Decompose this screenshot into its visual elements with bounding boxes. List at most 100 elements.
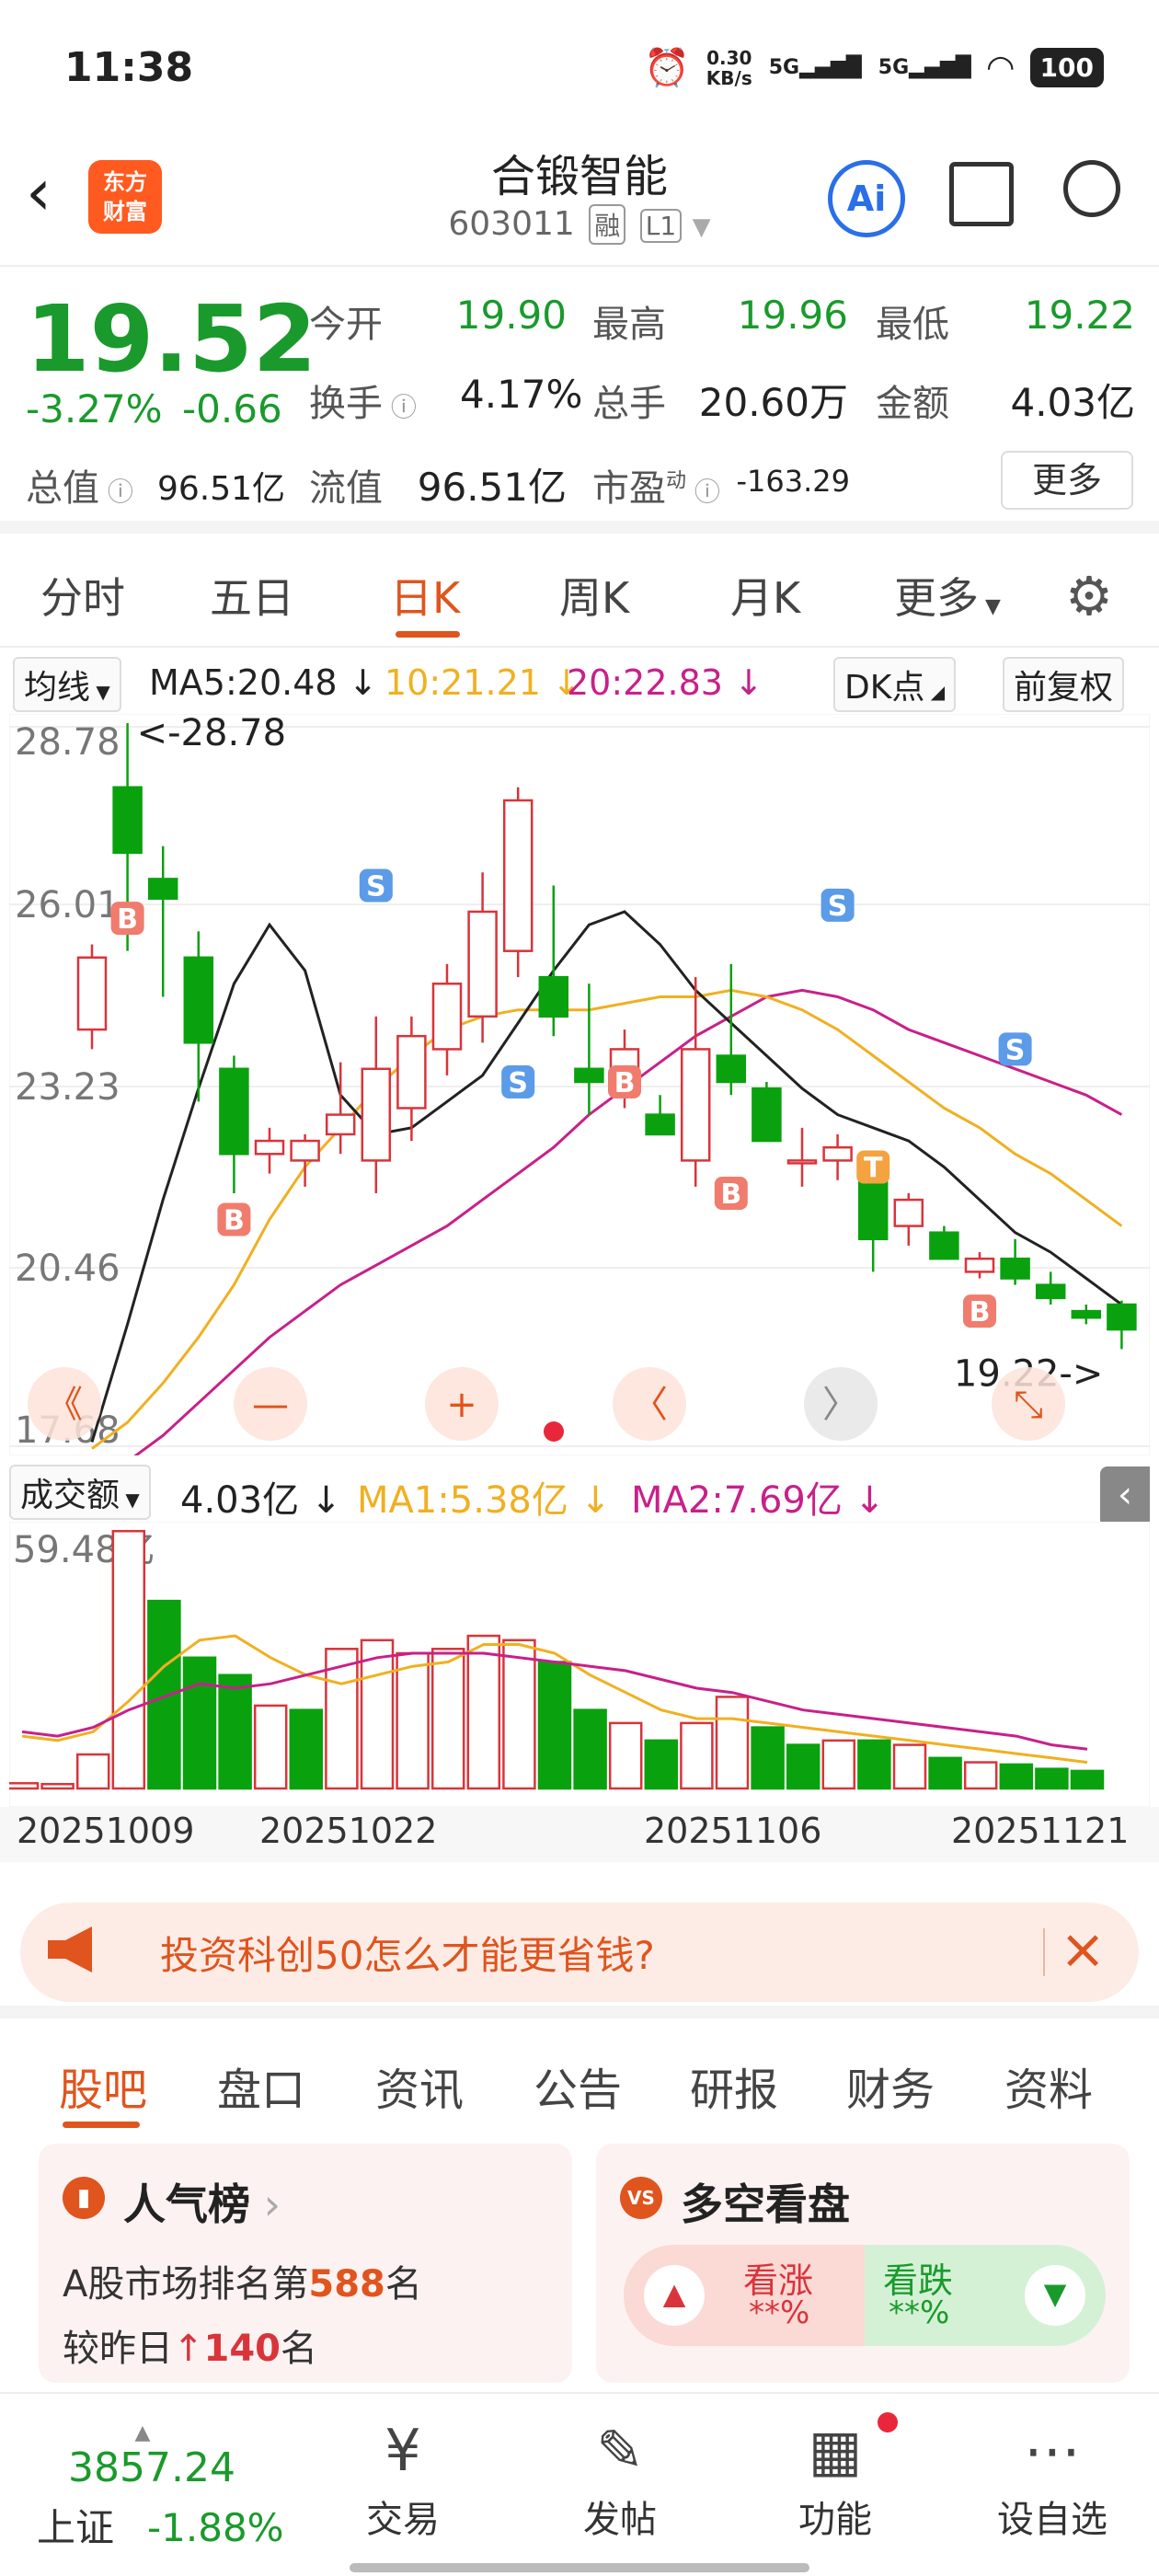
scroll-right-icon[interactable]: 〉	[804, 1367, 878, 1441]
volume-bar	[786, 1743, 820, 1790]
adjust-selector[interactable]: 前复权	[1003, 657, 1125, 712]
ma-type-selector[interactable]: 均线 ▼	[13, 657, 121, 712]
ad-divider	[1043, 1928, 1045, 1976]
volume-bar	[537, 1661, 572, 1790]
tab-daily-k[interactable]: 日K	[390, 573, 461, 623]
volume-bar	[289, 1708, 324, 1790]
turnover-value: 4.17%	[460, 372, 583, 417]
volume-bar	[75, 1753, 110, 1790]
info-icon: ⓘ	[383, 392, 417, 422]
signal-label: B	[970, 1296, 991, 1328]
share-icon[interactable]	[949, 162, 1014, 226]
ad-banner[interactable]: 投资科创50怎么才能更省钱? ×	[20, 1903, 1139, 2002]
nav-watchlist[interactable]: ⋯ 设自选	[970, 2412, 1135, 2543]
volume-bar	[963, 1761, 998, 1790]
dk-point-selector[interactable]: DK点 ◢	[833, 657, 957, 712]
kline-candle	[1035, 1271, 1066, 1305]
wifi-icon: ◠	[987, 49, 1014, 86]
nav-functions[interactable]: ▦ 功能	[752, 2412, 918, 2543]
tab-five-day[interactable]: 五日	[210, 573, 294, 623]
tab-forum[interactable]: 股吧	[59, 2064, 148, 2116]
nav-post[interactable]: ✎ 发帖	[537, 2412, 703, 2543]
close-icon[interactable]: ×	[1060, 1917, 1107, 1982]
volume-bar	[360, 1639, 395, 1790]
kline-candle	[1071, 1305, 1102, 1325]
signal-marker-b: B	[963, 1294, 996, 1328]
tab-profile[interactable]: 资料	[1004, 2064, 1094, 2116]
sentiment-card[interactable]: VS 多空看盘 ▲ 看涨 **% 看跌 **% ▼	[596, 2144, 1130, 2383]
tab-monthly-k[interactable]: 月K	[730, 573, 801, 623]
signal-marker-b: B	[217, 1202, 251, 1236]
pe-label[interactable]: 市盈动 ⓘ	[592, 467, 720, 510]
tab-intraday[interactable]: 分时	[40, 573, 125, 623]
float-label: 流值	[309, 467, 383, 510]
volume-bar	[502, 1639, 536, 1790]
more-button[interactable]: 更多	[1001, 451, 1133, 510]
tab-research[interactable]: 研报	[690, 2064, 779, 2116]
settings-gear-icon[interactable]: ⚙	[1065, 565, 1113, 627]
index-widget[interactable]: ▲ 3857.24 上证 -1.88%	[37, 2421, 304, 2553]
signal-marker-b: B	[714, 1177, 748, 1211]
stock-code: 603011	[448, 205, 575, 243]
bear-value: **%	[889, 2294, 950, 2331]
popularity-rank-line: A股市场排名第588名	[63, 2263, 422, 2306]
kline-candle	[964, 1252, 995, 1279]
search-icon[interactable]	[1063, 160, 1120, 217]
turnover-label[interactable]: 换手 ⓘ	[309, 383, 417, 425]
candle-body	[396, 1034, 427, 1110]
kline-y-label: 28.78	[15, 721, 120, 764]
volume-bar	[253, 1704, 288, 1790]
app-logo[interactable]: 东方 财富	[88, 160, 162, 234]
tab-news[interactable]: 资讯	[375, 2064, 465, 2116]
candle-body	[76, 956, 108, 1031]
stock-code-line[interactable]: 603011 融 L1 ▼	[0, 204, 1159, 245]
float-value: 96.51亿	[417, 465, 567, 510]
candle-body	[538, 975, 569, 1018]
ma5-value: MA5:20.48 ↓	[149, 662, 378, 703]
signal-label: S	[508, 1067, 528, 1099]
tab-finance[interactable]: 财务	[846, 2064, 935, 2116]
scroll-left-icon[interactable]: 〈	[613, 1367, 686, 1441]
volume-bar	[218, 1673, 252, 1790]
popularity-card[interactable]: ▮ 人气榜 › A股市场排名第588名 较昨日↑140名	[39, 2144, 572, 2383]
fullscreen-icon[interactable]: ⤡	[992, 1367, 1065, 1441]
bear-button[interactable]: 看跌 **% ▼	[865, 2245, 1106, 2346]
date-label-1: 20251009	[17, 1811, 195, 1851]
zoom-out-far-icon[interactable]: 《	[28, 1367, 101, 1441]
volume-bar	[396, 1651, 430, 1790]
kline-candle	[431, 963, 463, 1075]
control-circle	[234, 1367, 307, 1441]
control-glyph: +	[446, 1384, 477, 1426]
level-tag: L1	[639, 209, 683, 243]
tab-weekly-k[interactable]: 周K	[559, 573, 630, 623]
signal-badge	[963, 1294, 996, 1328]
zoom-out-icon[interactable]: —	[234, 1367, 307, 1441]
open-label: 今开	[309, 304, 383, 346]
back-arrow-icon[interactable]: ‹	[26, 155, 52, 230]
grid-icon: ▦	[808, 2417, 863, 2484]
zoom-in-icon[interactable]: +	[425, 1367, 499, 1441]
tab-more[interactable]: 更多 ▼	[894, 573, 1001, 623]
volume-bar	[111, 1530, 146, 1790]
kline-y-label: 26.01	[15, 884, 120, 926]
volume-type-selector[interactable]: 成交额 ▼	[9, 1465, 151, 1520]
kline-candle	[893, 1193, 924, 1246]
chevron-right-icon: ›	[250, 2179, 281, 2229]
volume-ma1-line	[21, 1634, 1088, 1765]
tab-announcements[interactable]: 公告	[534, 2064, 623, 2116]
tab-orderbook[interactable]: 盘口	[217, 2064, 306, 2116]
signal-marker-b: B	[110, 902, 144, 936]
notification-dot	[878, 2412, 898, 2432]
collapse-side-button[interactable]: ‹	[1100, 1466, 1150, 1527]
kline-candle	[147, 845, 178, 997]
sentiment-title: 多空看盘	[681, 2179, 850, 2229]
mcap-label[interactable]: 总值 ⓘ	[26, 467, 133, 510]
kline-chart[interactable]: 28.7826.0123.2320.4617.68BBSSBBSTBS<-28.…	[9, 714, 1150, 1455]
net-speed: 0.30 KB/s	[706, 46, 752, 89]
change-percent: -3.27%	[26, 386, 163, 431]
signal-badge	[110, 902, 144, 936]
nav-trade[interactable]: ¥ 交易	[320, 2412, 486, 2543]
bull-button[interactable]: ▲ 看涨 **%	[624, 2245, 865, 2346]
edit-icon: ✎	[596, 2417, 644, 2484]
ai-button[interactable]: Ai	[828, 160, 905, 237]
